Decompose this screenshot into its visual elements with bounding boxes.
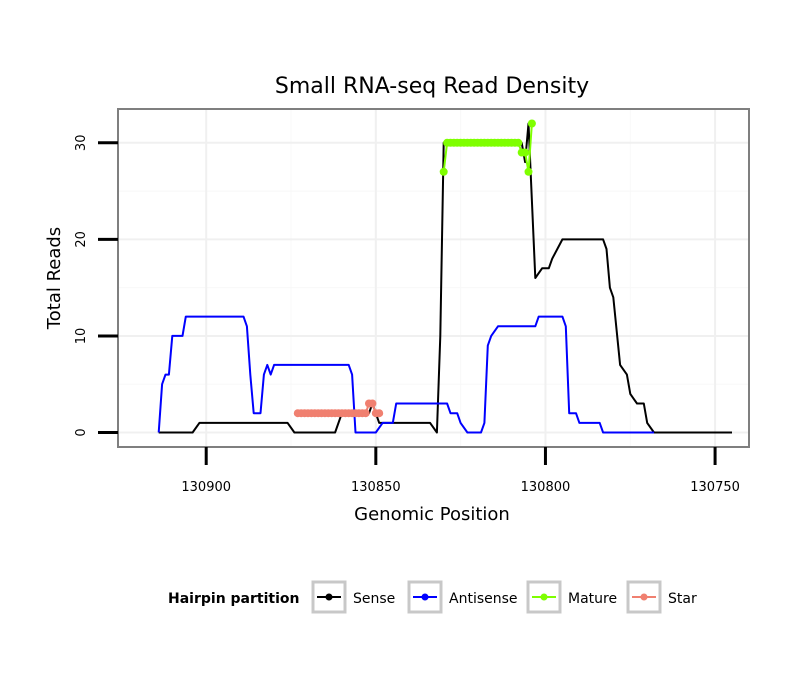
data-point-mature — [521, 148, 530, 157]
data-point-mature — [527, 119, 536, 128]
data-point-star — [375, 409, 384, 418]
series-line-sense — [158, 122, 732, 434]
y-tick-label-0: 0 — [74, 428, 89, 436]
data-point-mature — [514, 138, 523, 147]
legend-item-sense: Sense — [311, 580, 395, 614]
data-point-star — [361, 409, 370, 418]
series-layer — [157, 119, 732, 434]
x-tick-labels: 130900 130850 130800 130750 — [181, 480, 740, 495]
series-line-antisense — [157, 315, 654, 434]
axis-ticks — [98, 141, 717, 465]
plot-background — [118, 109, 749, 447]
x-tick-label-1: 130850 — [351, 480, 401, 495]
x-tick-label-2: 130800 — [521, 480, 571, 495]
y-tick-label-1: 10 — [74, 328, 89, 345]
x-tick-label-0: 130900 — [181, 480, 231, 495]
plot-border — [117, 108, 750, 448]
legend-label-sense: Sense — [353, 591, 395, 607]
data-point-mature — [439, 167, 448, 176]
legend-item-star: Star — [626, 580, 697, 614]
y-tick-labels: 0 10 20 30 — [74, 135, 89, 437]
x-axis-label: Genomic Position — [354, 504, 510, 525]
y-tick-label-3: 30 — [74, 135, 89, 152]
legend-label-star: Star — [668, 591, 697, 607]
legend-title: Hairpin partition — [168, 591, 299, 607]
y-axis-label: Total Reads — [44, 227, 65, 330]
legend-label-mature: Mature — [568, 591, 617, 607]
plot-panel — [117, 108, 750, 448]
x-tick-label-3: 130750 — [690, 480, 740, 495]
chart-title: Small RNA-seq Read Density — [275, 74, 589, 99]
legend: Hairpin partition Sense Antisense Mature… — [168, 580, 697, 614]
legend-key-marker — [540, 593, 548, 601]
legend-key-marker — [421, 593, 429, 601]
data-point-mature — [524, 167, 533, 176]
legend-item-mature: Mature — [526, 580, 617, 614]
grid-lines — [118, 109, 749, 447]
legend-item-antisense: Antisense — [407, 580, 518, 614]
legend-key-marker — [325, 593, 333, 601]
y-tick-label-2: 20 — [74, 231, 89, 248]
legend-key-marker — [640, 593, 648, 601]
legend-label-antisense: Antisense — [449, 591, 518, 607]
data-point-star — [368, 399, 377, 408]
